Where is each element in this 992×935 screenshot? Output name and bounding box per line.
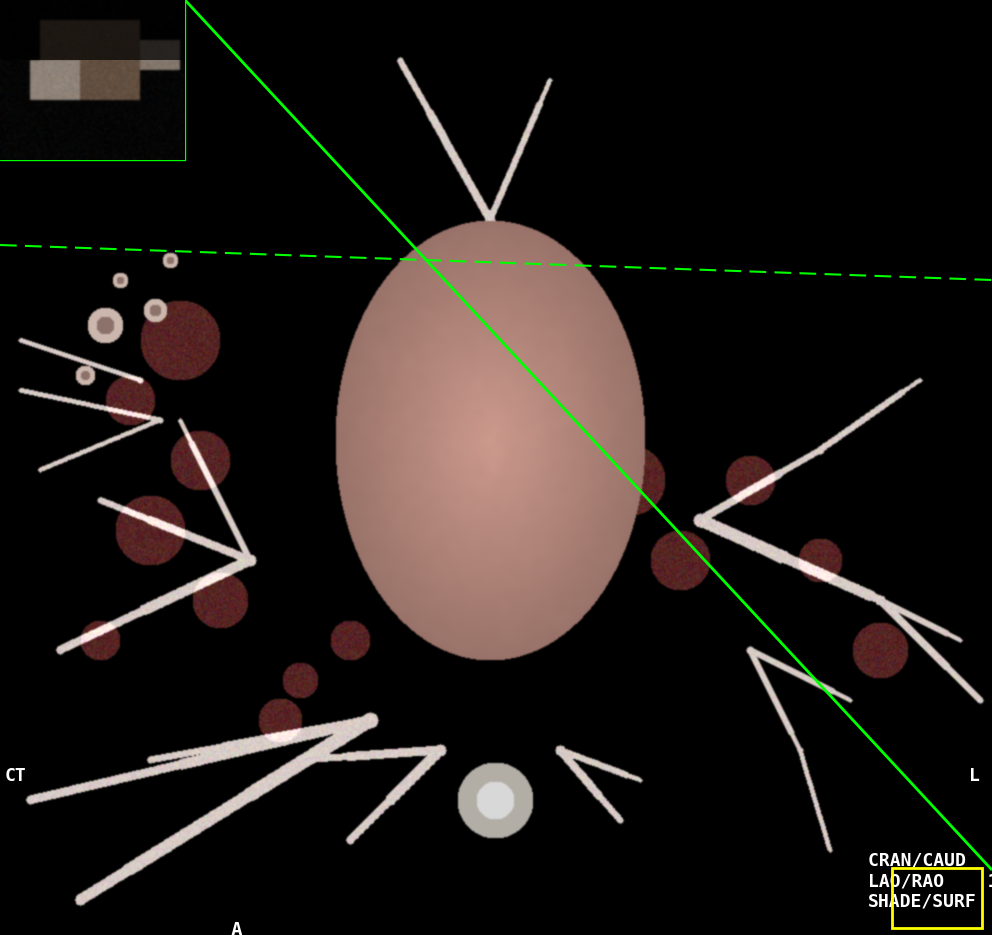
Text: LAO/RAO    108: LAO/RAO 108 <box>868 872 992 890</box>
Text: kV 120: kV 120 <box>5 34 70 51</box>
Text: CRAN/CAUD   -52: CRAN/CAUD -52 <box>868 852 992 870</box>
Bar <box>0 0 185 60</box>
Text: SHADE/SURF: SHADE/SURF <box>868 893 977 911</box>
Bar <box>892 868 982 928</box>
Text: SL 0.75: SL 0.75 <box>5 0 81 10</box>
Text: L: L <box>969 767 980 785</box>
Text: CT: CT <box>5 767 27 785</box>
Text: A: A <box>230 921 242 935</box>
Text: mA 640: mA 640 <box>5 13 70 31</box>
Bar <box>0 0 185 160</box>
